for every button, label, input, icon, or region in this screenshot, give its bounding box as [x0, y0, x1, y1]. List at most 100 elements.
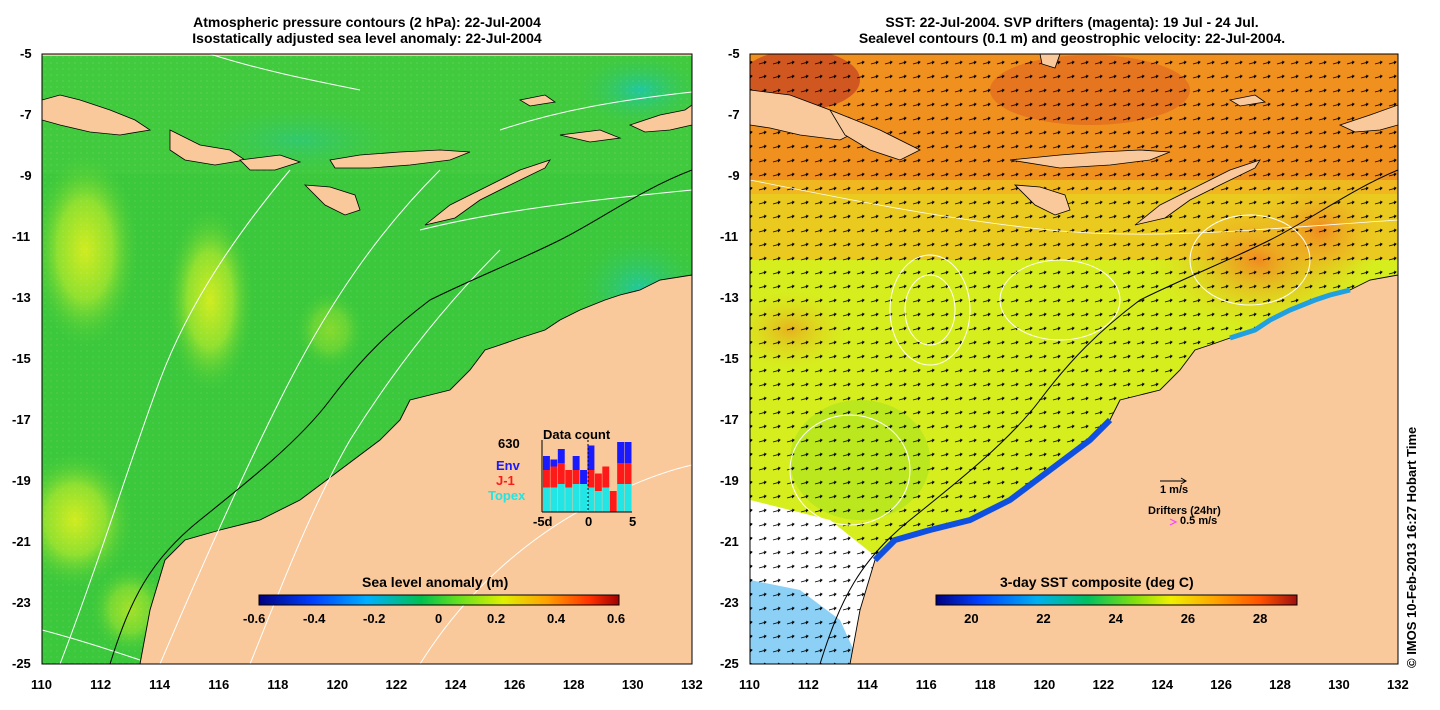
left-ytick: -25 [12, 656, 31, 671]
data-count-bar-env [587, 445, 595, 470]
data-count-title: Data count [543, 427, 611, 442]
right-xtick: 116 [915, 677, 937, 692]
right-map [750, 54, 1398, 664]
left-xtick: 124 [444, 677, 467, 692]
right-title-line1: SST: 22-Jul-2004. SVP drifters (magenta)… [885, 14, 1259, 30]
drifters-label: Drifters (24hr) [1148, 505, 1221, 517]
left-xtick: 116 [208, 677, 230, 692]
data-count-bar-j1 [587, 470, 595, 488]
right-xtick: 126 [1210, 677, 1232, 692]
left-map [42, 54, 692, 664]
left-xtick: 122 [385, 677, 408, 692]
right-xtick: 124 [1151, 677, 1174, 692]
left-ytick: -13 [12, 290, 31, 305]
data-count-bar-topex [580, 484, 587, 512]
data-count-bar-env [624, 442, 632, 463]
right-ytick: -11 [720, 229, 739, 244]
left-ytick: -17 [12, 412, 31, 427]
right-xtick: 112 [797, 677, 819, 692]
velocity-scale-label: 1 m/s [1160, 484, 1189, 496]
data-count-bar-env [617, 442, 625, 463]
dc-xtick-5: 5 [629, 514, 637, 529]
data-count-bar-topex [587, 487, 595, 512]
left-xtick: 130 [621, 677, 644, 692]
right-title-line2: Sealevel contours (0.1 m) and geostrophi… [858, 30, 1286, 46]
left-ytick: -9 [20, 168, 32, 183]
left-xtick: 120 [326, 677, 349, 692]
left-colorbar-tick: -0.6 [243, 611, 266, 626]
data-count-bar-topex [602, 487, 610, 512]
left-ytick: -11 [12, 229, 31, 244]
left-ytick: -19 [12, 473, 31, 488]
right-ytick: -19 [720, 473, 739, 488]
data-count-bar-j1 [617, 463, 625, 484]
left-colorbar-tick: -0.4 [303, 611, 326, 626]
right-ytick: -15 [720, 351, 739, 366]
left-xtick: 110 [31, 677, 52, 692]
left-xtick: 118 [267, 677, 289, 692]
left-xtick: 114 [149, 677, 171, 692]
data-count-bar-topex [617, 484, 625, 512]
dc-xtick-0: 0 [585, 514, 593, 529]
data-count-bar-env [580, 470, 587, 484]
data-count-bar-j1 [557, 463, 565, 484]
right-xtick: 122 [1092, 677, 1115, 692]
right-colorbar-tick: 20 [964, 611, 979, 626]
right-ytick: -25 [720, 656, 739, 671]
legend-topex: Topex [488, 488, 526, 503]
data-count-bar-j1 [550, 466, 558, 488]
right-xtick: 132 [1387, 677, 1409, 692]
credit-text: © IMOS 10-Feb-2013 16:27 Hobart Time [1404, 426, 1419, 668]
data-count-bar-j1 [572, 470, 580, 484]
legend-j1: J-1 [496, 473, 515, 488]
data-count-bar-env [550, 459, 558, 467]
data-count-bar-j1 [602, 466, 610, 488]
data-count-bar-topex [624, 484, 632, 512]
left-ytick: -7 [20, 107, 32, 122]
dc-xtick-neg5: -5d [533, 514, 553, 529]
right-ytick: -5 [728, 46, 740, 61]
right-colorbar [935, 594, 1298, 606]
right-colorbar-tick: 26 [1180, 611, 1196, 626]
data-count-bar-env [543, 456, 550, 470]
left-colorbar-title: Sea level anomaly (m) [362, 574, 509, 590]
left-australia-land [139, 274, 692, 664]
left-xtick: 132 [681, 677, 703, 692]
right-xtick: 118 [974, 677, 996, 692]
data-count-bar-j1 [594, 473, 602, 491]
right-ytick: -23 [720, 595, 739, 610]
data-count-chart [540, 440, 632, 513]
right-ytick: -17 [720, 412, 739, 427]
data-count-bar-topex [550, 487, 558, 512]
velocity-scale-arrow [1160, 477, 1187, 485]
right-xtick: 128 [1269, 677, 1291, 692]
right-colorbar-tick: 22 [1036, 611, 1051, 626]
right-xtick: 120 [1033, 677, 1056, 692]
data-count-bar-topex [594, 491, 602, 512]
data-count-bar-env [572, 456, 580, 470]
data-count-bar-j1 [565, 470, 573, 488]
left-colorbar-tick: 0.2 [487, 611, 506, 626]
left-colorbar-tick: 0 [435, 611, 443, 626]
data-count-bar-topex [565, 487, 573, 512]
data-count-bar-j1 [609, 491, 617, 512]
left-ytick: -5 [20, 46, 32, 61]
right-xtick: 110 [739, 677, 760, 692]
left-ytick: -21 [12, 534, 31, 549]
right-ytick: -21 [720, 534, 739, 549]
left-xtick: 128 [562, 677, 585, 692]
right-xtick: 114 [856, 677, 878, 692]
data-count-bar-j1 [624, 463, 632, 484]
right-colorbar-tick: 28 [1252, 611, 1268, 626]
data-count-bar-env [557, 449, 565, 463]
right-colorbar-tick: 24 [1108, 611, 1123, 626]
left-colorbar-tick: 0.6 [607, 611, 626, 626]
left-colorbar [258, 594, 620, 606]
data-count-total: 630 [498, 436, 520, 451]
data-count-bar-j1 [543, 470, 550, 488]
right-ytick: -13 [720, 290, 739, 305]
data-count-bar-topex [572, 484, 580, 512]
data-count-bar-topex [543, 487, 550, 512]
right-ytick: -7 [728, 107, 740, 122]
